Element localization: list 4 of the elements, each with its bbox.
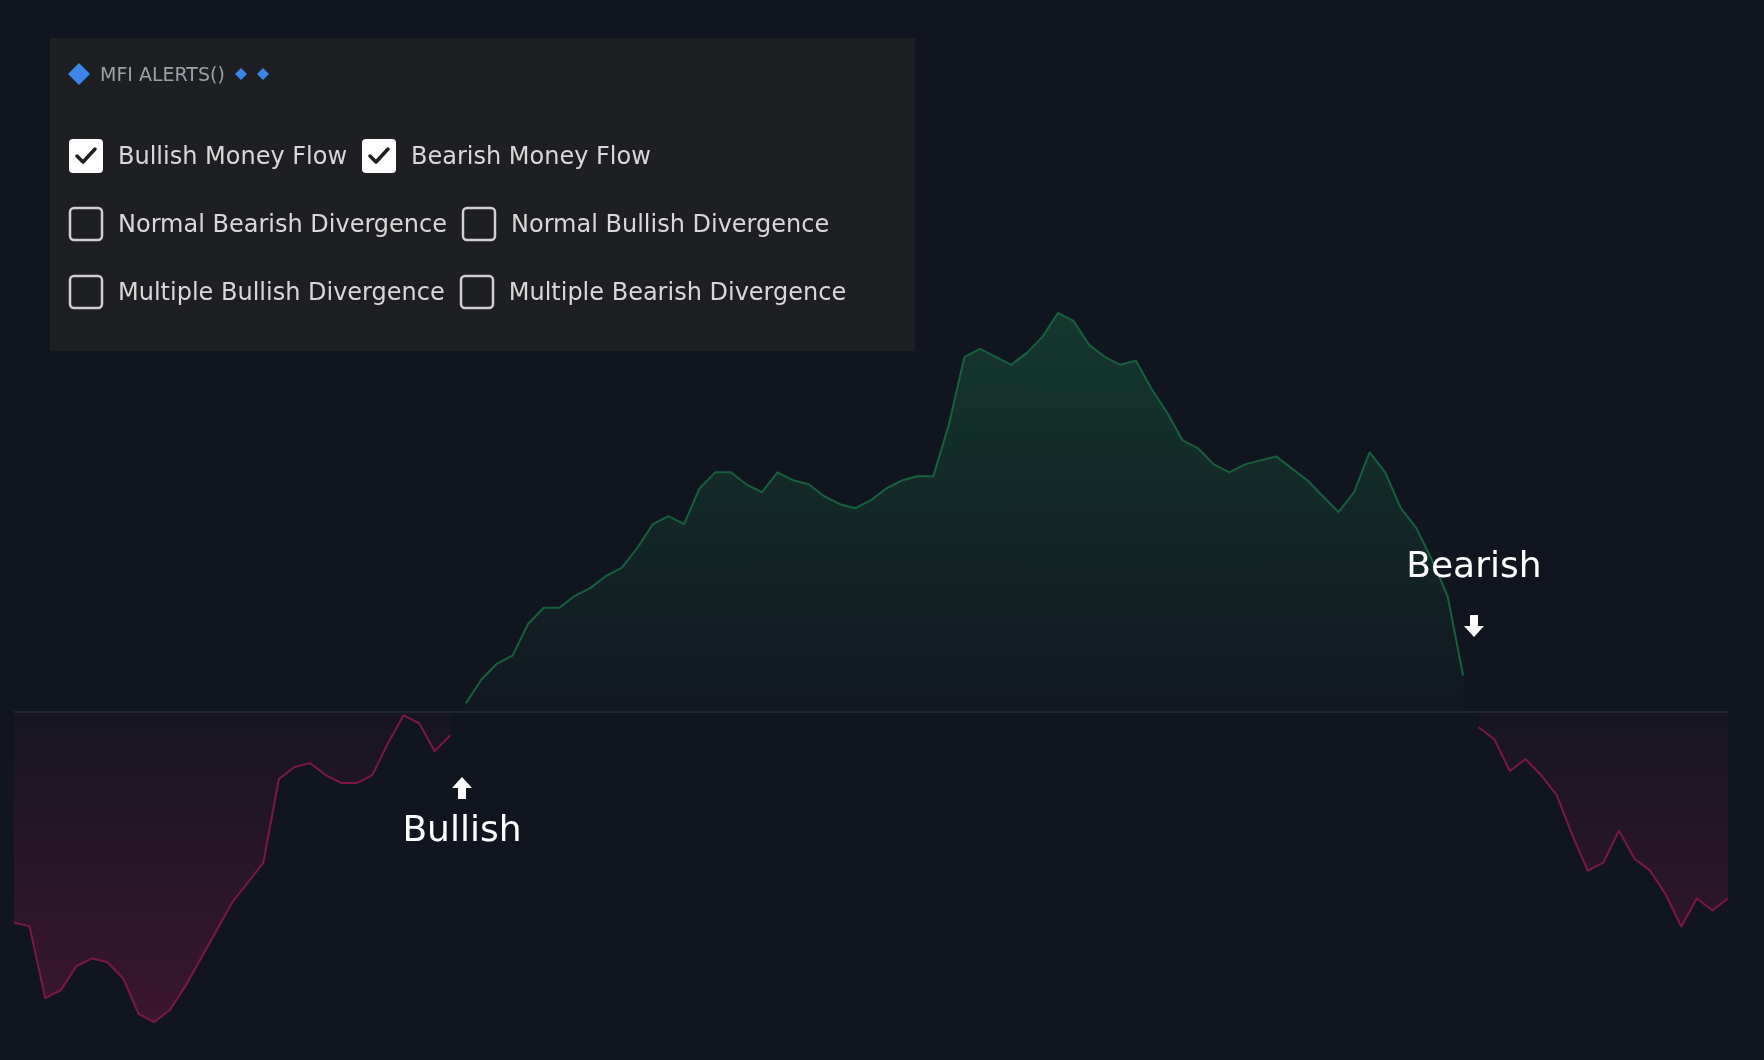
annotation: Bullish — [401, 807, 523, 852]
alerts-panel: MFI ALERTS() Bullish Money Flow Bearish Money Flow Normal Bearish Divergence Normal Bullish Divergence Multiple Bullish Divergence Multiple Bearish Divergence — [50, 38, 915, 351]
annotation: Bearish — [1405, 543, 1543, 588]
chart-title: MFI ALERTS() — [100, 63, 225, 85]
